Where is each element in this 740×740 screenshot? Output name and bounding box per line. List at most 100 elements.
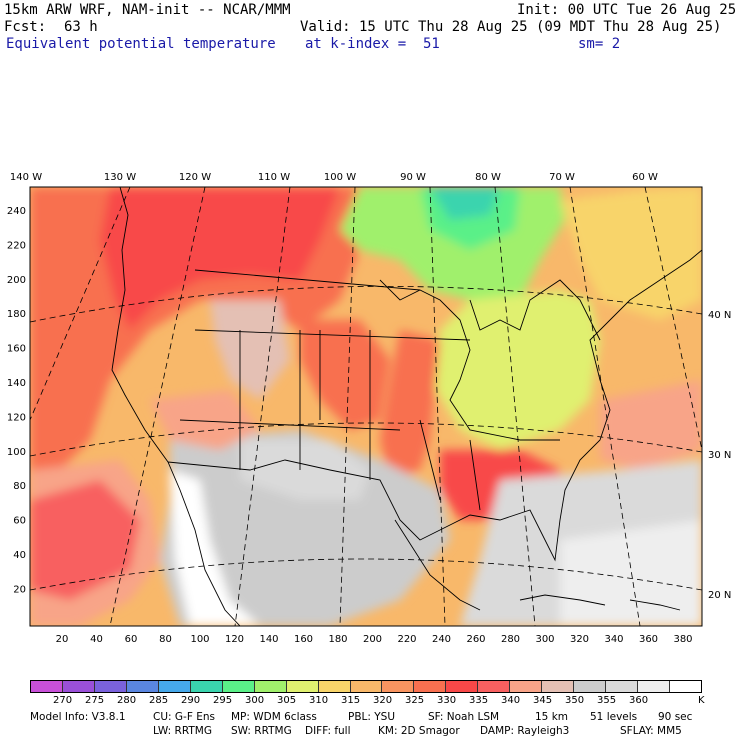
footer-item: SF: Noah LSM <box>428 711 500 723</box>
footer-item: DAMP: Rayleigh3 <box>480 725 570 737</box>
lat-label: 20 N <box>708 590 731 601</box>
grid-x-label: 320 <box>570 634 589 645</box>
forecast-hour: 63 h <box>64 19 98 35</box>
grid-x-label: 360 <box>639 634 658 645</box>
footer-item: 90 sec <box>658 711 693 723</box>
grid-x-label: 160 <box>294 634 313 645</box>
legend-swatch <box>190 681 223 692</box>
legend-value: 335 <box>469 695 489 706</box>
lon-label: 70 W <box>549 172 575 183</box>
grid-x-label: 180 <box>328 634 347 645</box>
legend-value: 345 <box>533 695 553 706</box>
lon-label: 80 W <box>475 172 501 183</box>
legend-value: 290 <box>181 695 201 706</box>
grid-y-label: 60 <box>13 516 26 527</box>
legend-swatch <box>670 681 702 692</box>
legend-value: 340 <box>501 695 521 706</box>
lat-label: 30 N <box>708 450 731 461</box>
grid-x-label: 220 <box>397 634 416 645</box>
lon-label: 140 W <box>10 172 42 183</box>
legend-swatch <box>318 681 351 692</box>
legend-swatch <box>446 681 479 692</box>
legend-swatch <box>478 681 511 692</box>
grid-y-labels: 240 220 200 180 160 140 120 100 80 60 40 20 <box>7 206 26 595</box>
grid-y-label: 180 <box>7 309 26 320</box>
contour-fill <box>30 187 702 626</box>
footer-item: 51 levels <box>590 711 638 723</box>
color-legend <box>30 680 702 693</box>
footer-item: PBL: YSU <box>348 711 396 723</box>
field-name: Equivalent potential temperature <box>6 36 276 52</box>
grid-y-label: 200 <box>7 275 26 286</box>
lat-lon-grid <box>30 187 702 626</box>
lon-label: 130 W <box>104 172 136 183</box>
grid-y-label: 80 <box>13 481 26 492</box>
legend-value: 310 <box>309 695 329 706</box>
footer-item: SFLAY: MM5 <box>620 725 682 737</box>
grid-y-label: 160 <box>7 344 26 355</box>
grid-y-label: 120 <box>7 412 26 423</box>
legend-value: 320 <box>373 695 393 706</box>
legend-value: 325 <box>405 695 425 706</box>
footer-item: 15 km <box>535 711 569 723</box>
legend-swatch <box>158 681 191 692</box>
legend-swatch <box>254 681 287 692</box>
legend-value: 305 <box>277 695 297 706</box>
footer-item: Model Info: V3.8.1 <box>30 711 126 723</box>
grid-x-label: 200 <box>363 634 382 645</box>
lat-label: 40 N <box>708 310 731 321</box>
legend-value: 330 <box>437 695 457 706</box>
legend-swatch <box>286 681 319 692</box>
lon-label: 120 W <box>179 172 211 183</box>
grid-x-label: 100 <box>190 634 209 645</box>
coastlines-and-borders <box>111 187 702 626</box>
smoothing-info: sm= 2 <box>578 36 621 52</box>
grid-x-label: 340 <box>604 634 623 645</box>
legend-swatch <box>382 681 415 692</box>
grid-x-label: 20 <box>56 634 69 645</box>
legend-value: 355 <box>597 695 617 706</box>
legend-swatch <box>542 681 575 692</box>
grid-x-label: 300 <box>535 634 554 645</box>
grid-y-label: 40 <box>13 550 26 561</box>
grid-x-label: 40 <box>90 634 103 645</box>
footer-item: MP: WDM 6class <box>231 711 317 723</box>
footer-item: KM: 2D Smagor <box>378 725 460 737</box>
grid-x-label: 260 <box>466 634 485 645</box>
title-model: 15km ARW WRF, NAM-init -- NCAR/MMM <box>4 2 291 18</box>
legend-unit: K <box>698 695 705 706</box>
grid-y-label: 20 <box>13 584 26 595</box>
grid-y-label: 140 <box>7 378 26 389</box>
legend-value: 280 <box>117 695 137 706</box>
grid-x-label: 120 <box>225 634 244 645</box>
grid-x-labels: 20 40 60 80 100 120 140 160 180 200 220 240 260 280 30… <box>56 634 693 645</box>
grid-y-label: 220 <box>7 240 26 251</box>
valid-time: Valid: 15 UTC Thu 28 Aug 25 (09 MDT Thu … <box>300 19 722 35</box>
grid-x-label: 240 <box>432 634 451 645</box>
legend-value: 360 <box>629 695 649 706</box>
grid-x-label: 60 <box>125 634 138 645</box>
init-time: Init: 00 UTC Tue 26 Aug 25 <box>517 2 737 18</box>
legend-swatch <box>94 681 127 692</box>
footer-item: LW: RRTMG <box>153 725 212 737</box>
lon-label: 110 W <box>258 172 290 183</box>
legend-swatch <box>510 681 543 692</box>
grid-x-label: 280 <box>501 634 520 645</box>
legend-swatch <box>350 681 383 692</box>
grid-x-label: 80 <box>159 634 172 645</box>
legend-swatch <box>126 681 159 692</box>
legend-swatch <box>222 681 255 692</box>
lon-label: 90 W <box>400 172 426 183</box>
legend-swatch <box>414 681 447 692</box>
grid-x-label: 380 <box>673 634 692 645</box>
legend-swatch <box>62 681 95 692</box>
grid-y-label: 100 <box>7 447 26 458</box>
lon-label: 60 W <box>632 172 658 183</box>
legend-value: 270 <box>53 695 73 706</box>
footer-item: SW: RRTMG <box>231 725 292 737</box>
longitude-labels: 140 W 130 W 120 W 110 W 100 W 90 W 80 W 70 W 60 … <box>10 172 658 183</box>
legend-swatch <box>574 681 607 692</box>
legend-value: 350 <box>565 695 585 706</box>
legend-value: 275 <box>85 695 105 706</box>
